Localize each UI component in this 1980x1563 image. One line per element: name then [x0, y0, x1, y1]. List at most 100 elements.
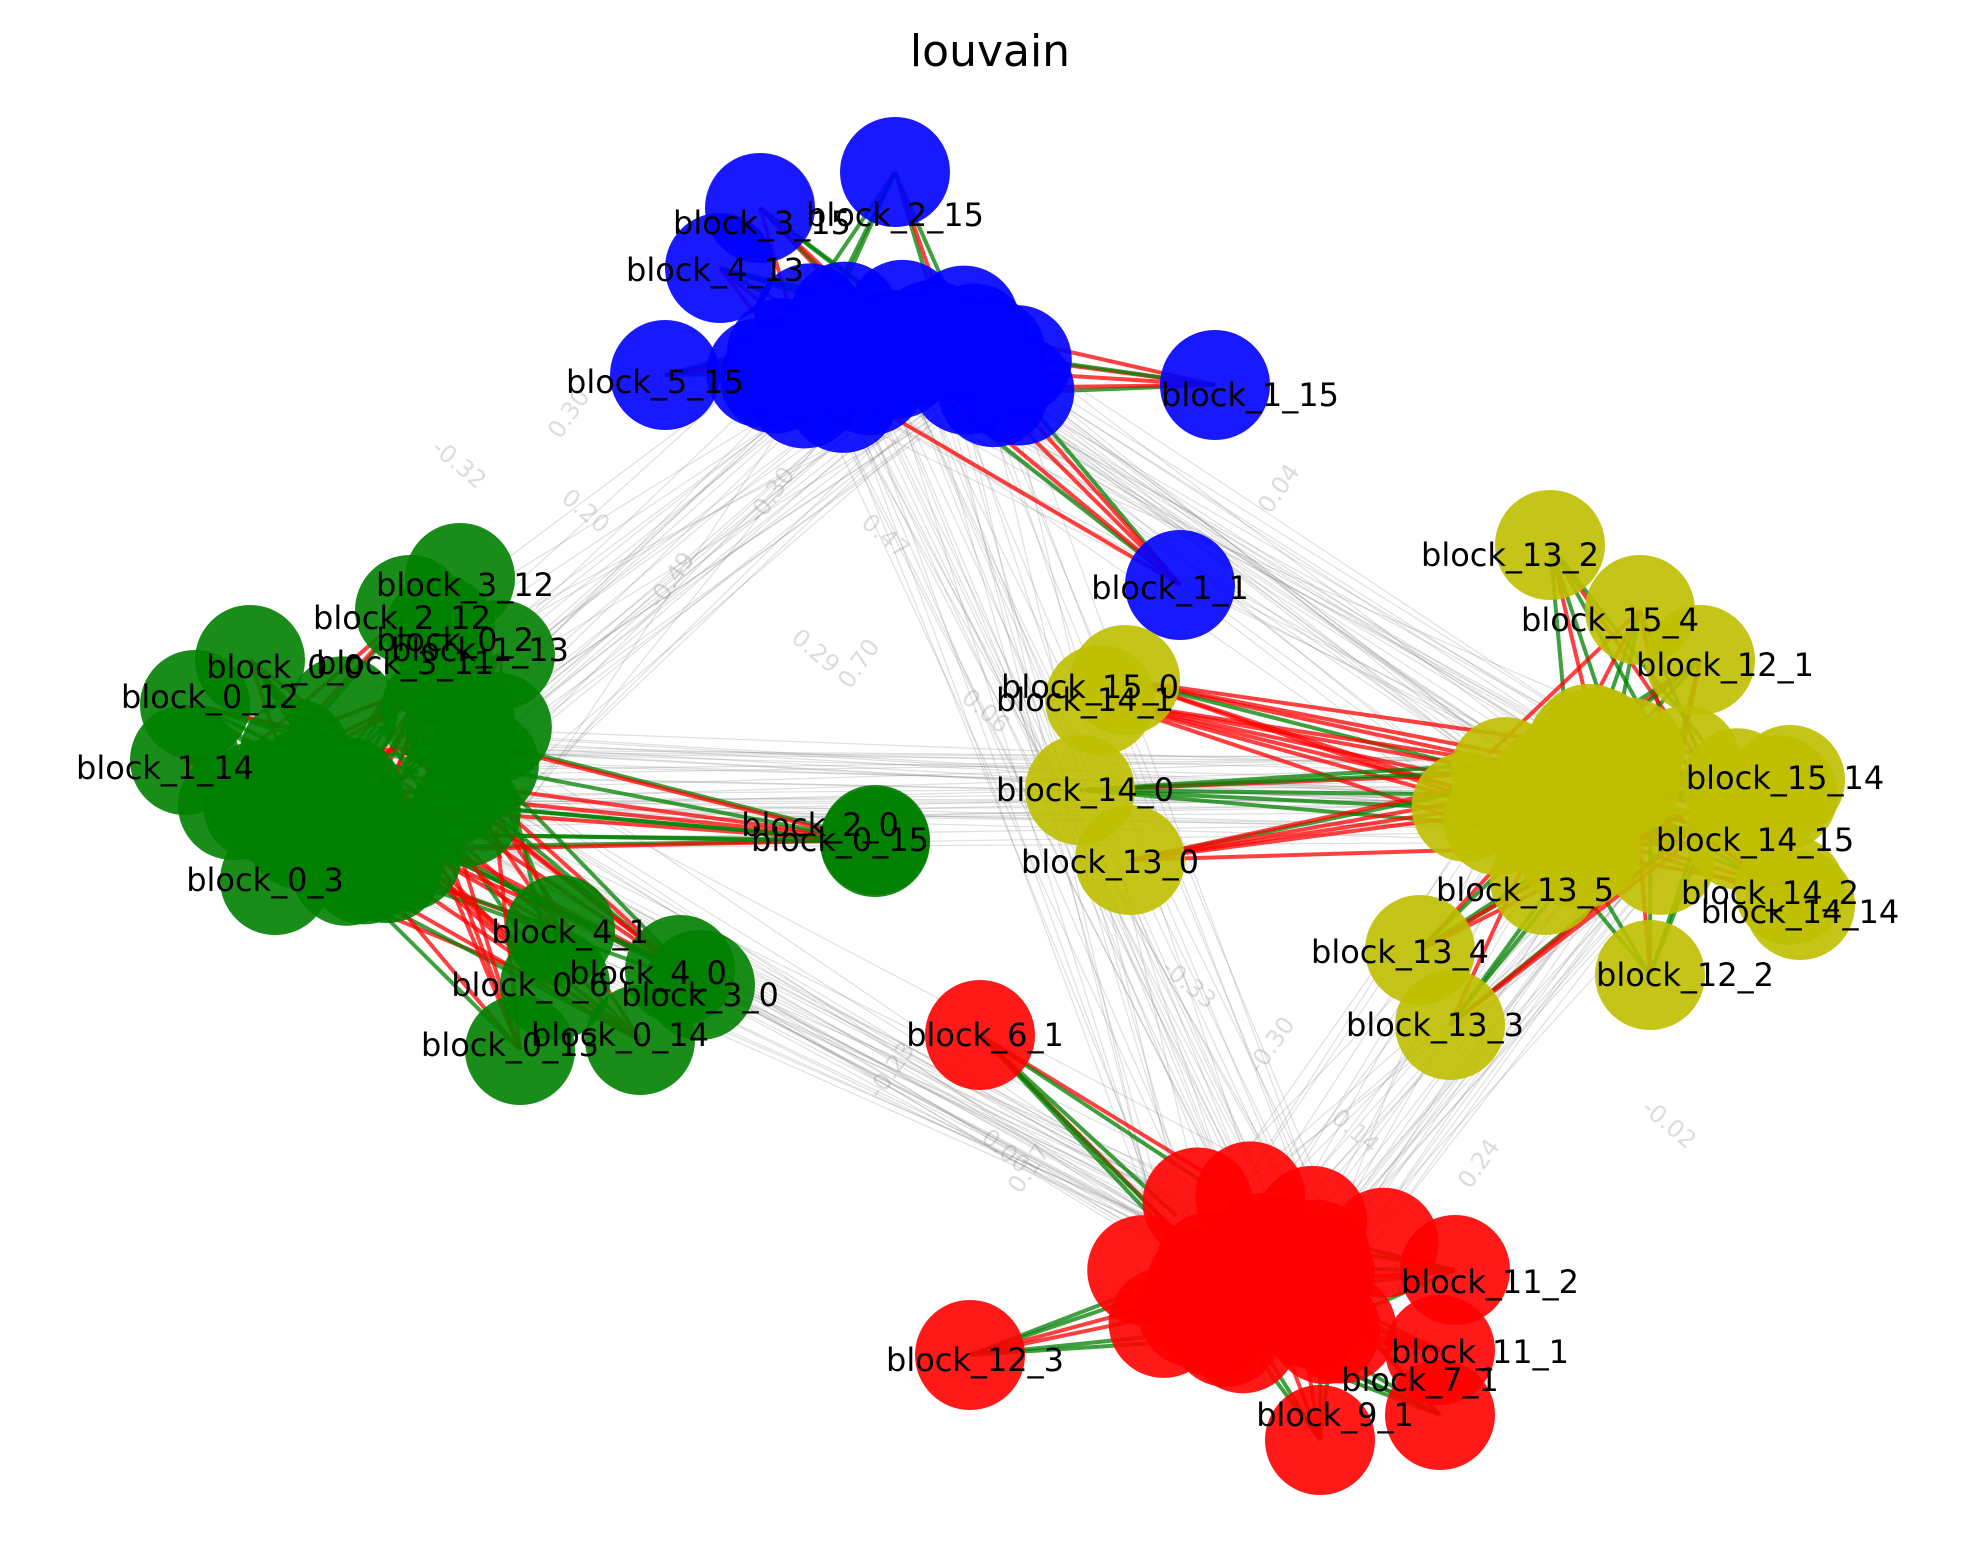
node-label: block_0_2	[376, 621, 534, 659]
inter-community-edge	[377, 775, 1538, 801]
node-label: block_14_15	[1656, 821, 1854, 859]
node-label: block_4_13	[626, 251, 804, 289]
cluster-node	[1411, 751, 1522, 862]
node-label: block_3_11	[316, 644, 494, 682]
graph-node	[820, 787, 930, 897]
inter-community-edge	[820, 328, 1175, 1272]
node-label: block_12_2	[1596, 956, 1774, 994]
inter-community-edge	[367, 761, 1537, 792]
inter-community-edge	[979, 351, 1558, 792]
inter-community-edge	[1003, 337, 1652, 769]
inter-community-edge	[421, 803, 1599, 833]
inter-community-edge	[461, 389, 949, 852]
inter-community-edge	[986, 390, 1590, 786]
edge-weight-label: 0.24	[1452, 1134, 1506, 1194]
graph-node	[1745, 850, 1855, 960]
cluster-node	[1286, 1273, 1397, 1384]
edge-weight-label: 0.20	[556, 483, 615, 539]
graph-node	[915, 1300, 1025, 1410]
node-label: block_11_2	[1401, 1263, 1579, 1301]
graph-node	[1125, 530, 1235, 640]
graph-node	[1645, 605, 1755, 715]
node-label: block_15_14	[1686, 759, 1884, 797]
inter-community-edge	[421, 751, 1503, 759]
inter-community-edge	[396, 746, 1204, 1228]
graph-node	[1595, 920, 1705, 1030]
node-label: block_2_0	[741, 806, 899, 844]
node-label: block_7_1	[1341, 1361, 1499, 1399]
graph-node	[445, 600, 555, 710]
inter-community-edge	[469, 732, 1565, 801]
cluster-node	[754, 263, 865, 374]
node-label: block_13_3	[1346, 1006, 1524, 1044]
graph-node	[840, 117, 950, 227]
node-label: block_9_1	[1256, 1396, 1414, 1434]
graph-node	[1490, 825, 1600, 935]
cluster-node	[251, 727, 362, 838]
node-label: block_14_2	[1681, 874, 1859, 912]
node-label: block_15_4	[1521, 601, 1699, 639]
nodes	[130, 117, 1855, 1495]
inter-community-edge	[806, 379, 1234, 1293]
graph-node	[1045, 645, 1155, 755]
node-label: block_13_0	[1021, 843, 1199, 881]
node-label: block_14_14	[1701, 893, 1899, 931]
inter-community-edge	[463, 785, 1502, 796]
inter-community-edge	[876, 336, 1164, 1239]
inter-community-edge	[969, 322, 1342, 1295]
node-label: block_6_1	[906, 1016, 1064, 1054]
node-label: block_13_2	[1421, 536, 1599, 574]
graph-node	[1265, 1385, 1375, 1495]
edge-weight-label: 0.04	[1252, 459, 1306, 519]
graph-node	[585, 985, 695, 1095]
inter-community-edge	[819, 338, 1234, 1288]
graph-node	[925, 980, 1035, 1090]
node-label: block_14_0	[996, 771, 1174, 809]
node-label: block_0_13	[421, 1026, 599, 1064]
graph-node	[220, 825, 330, 935]
node-label: block_3_15	[673, 204, 851, 242]
graph-node	[665, 213, 775, 323]
node-label: block_1_14	[76, 749, 254, 787]
node-label: block_14_1	[996, 681, 1174, 719]
cluster-node	[847, 259, 958, 370]
node-label: block_4_0	[569, 954, 727, 992]
graph-node	[1160, 330, 1270, 440]
node-label: block_15_0	[1001, 668, 1179, 706]
inter-community-edge	[985, 325, 1589, 787]
node-label: block_4_1	[491, 913, 649, 951]
node-label: block_5_15	[566, 363, 744, 401]
graph-node	[610, 320, 720, 430]
node-label: block_3_12	[376, 566, 554, 604]
inter-community-edge	[924, 376, 1194, 1314]
node-label: block_13_4	[1311, 933, 1489, 971]
figure-title: louvain	[910, 26, 1070, 77]
graph-node	[1495, 490, 1605, 600]
node-label: block_11_1	[1391, 1333, 1569, 1371]
graph-node	[1385, 1360, 1495, 1470]
node-label: block_0_0	[206, 648, 364, 686]
inter-community-edge	[813, 353, 1179, 1249]
node-label: block_1_15	[1161, 376, 1339, 414]
inter-community-edge	[477, 391, 969, 814]
node-label: block_0_12	[121, 678, 299, 716]
cluster-node	[1209, 1192, 1320, 1303]
node-label: block_0_3	[186, 861, 344, 899]
inter-community-edge	[852, 372, 1200, 1323]
node-label: block_2_12	[313, 599, 491, 637]
inter-community-edge	[487, 377, 945, 827]
node-label: block_2_15	[806, 196, 984, 234]
node-label: block_3_0	[621, 976, 779, 1014]
inter-community-edge	[988, 383, 1531, 802]
node-label: block_12_3	[886, 1341, 1064, 1379]
edge-weight-label: -0.02	[1636, 1093, 1702, 1154]
node-label: block_12_1	[1636, 646, 1814, 684]
edge-weight-label: -0.32	[426, 433, 492, 494]
node-label: block_0_6	[451, 966, 609, 1004]
graph-node	[1075, 805, 1185, 915]
cluster-node	[961, 305, 1072, 416]
graph-node	[1395, 970, 1505, 1080]
graph-node	[465, 995, 575, 1105]
